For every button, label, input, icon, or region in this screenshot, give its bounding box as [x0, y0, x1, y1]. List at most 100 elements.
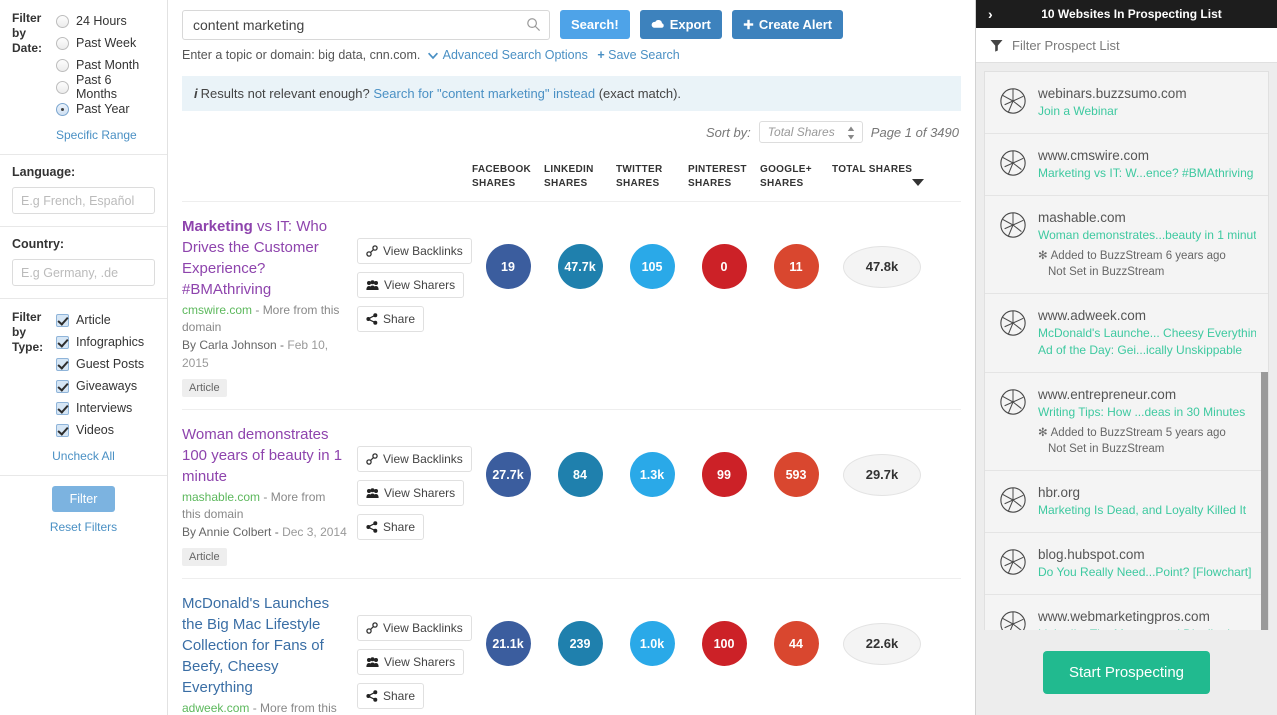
info-icon: i	[194, 86, 198, 101]
prospect-list-item[interactable]: www.cmswire.com Marketing vs IT: W...ence…	[985, 134, 1268, 196]
prospect-list-item[interactable]: blog.hubspot.com Do You Really Need...Poi…	[985, 533, 1268, 595]
prospect-buzzstream-note: ✻ Added to BuzzStream 6 years ago Not Set …	[1038, 248, 1256, 280]
type-checkbox-label: Article	[76, 313, 111, 327]
table-row: Marketing vs IT: Who Drives the Customer…	[182, 202, 961, 410]
search-button[interactable]: Search!	[560, 10, 630, 39]
column-header-facebook-shares[interactable]: FACEBOOK SHARES	[472, 163, 544, 191]
prospect-list-item[interactable]: webinars.buzzsumo.com Join a Webinar	[985, 72, 1268, 134]
date-radio-24-hours[interactable]: 24 Hours	[56, 10, 155, 32]
result-domain-row: cmswire.com - More from this domain	[182, 302, 347, 336]
share-button[interactable]: Share	[357, 306, 425, 332]
result-title-link[interactable]: McDonald's Launches the Big Mac Lifestyl…	[182, 593, 347, 698]
start-prospecting-button[interactable]: Start Prospecting	[1042, 651, 1211, 694]
advanced-search-options-link[interactable]: Advanced Search Options	[442, 48, 588, 62]
column-header-label: LINKEDIN SHARES	[544, 164, 594, 189]
result-info: McDonald's Launches the Big Mac Lifestyl…	[182, 593, 357, 715]
prospect-list-item[interactable]: www.entrepreneur.com Writing Tips: How ..…	[985, 373, 1268, 471]
result-title-link[interactable]: Woman demonstrates 100 years of beauty i…	[182, 424, 347, 487]
view-backlinks-label: View Backlinks	[383, 621, 463, 635]
prospect-list-item[interactable]: www.webmarketingpros.com LinkedIn: The Mo…	[985, 595, 1268, 630]
prospect-list-item[interactable]: www.adweek.com McDonald's Launche... Chee…	[985, 294, 1268, 373]
globe-icon	[1000, 212, 1026, 238]
specific-range-link[interactable]: Specific Range	[56, 128, 137, 142]
result-domain-row: mashable.com - More from this domain	[182, 489, 347, 523]
result-domain-link[interactable]: cmswire.com	[182, 303, 253, 317]
view-sharers-button[interactable]: View Sharers	[357, 272, 465, 298]
date-radio-past-month[interactable]: Past Month	[56, 54, 155, 76]
users-icon	[366, 656, 379, 667]
apply-filter-button[interactable]: Filter	[51, 486, 116, 512]
view-backlinks-label: View Backlinks	[383, 452, 463, 466]
column-header-linkedin-shares[interactable]: LINKEDIN SHARES	[544, 163, 616, 191]
type-checkbox-infographics[interactable]: Infographics	[56, 331, 155, 353]
save-search-link[interactable]: Save Search	[608, 48, 680, 62]
total-shares-cell: 29.7k	[832, 453, 932, 496]
view-sharers-button[interactable]: View Sharers	[357, 480, 465, 506]
view-sharers-label: View Sharers	[384, 278, 456, 292]
checkbox-icon	[56, 423, 69, 437]
prospect-note-text: Added to BuzzStream 6 years ago	[1050, 250, 1226, 262]
result-domain-link[interactable]: adweek.com	[182, 701, 250, 715]
exact-match-search-link[interactable]: Search for "content marketing" instead	[373, 86, 596, 101]
radio-icon	[56, 36, 69, 50]
search-hint-text: Enter a topic or domain: big data, cnn.c…	[182, 48, 421, 62]
column-header-google-shares[interactable]: GOOGLE+ SHARES	[760, 163, 832, 191]
globe-icon	[1000, 549, 1026, 575]
reset-filters-link[interactable]: Reset Filters	[49, 520, 118, 534]
type-checkbox-article[interactable]: Article	[56, 309, 155, 331]
prospect-domain: www.entrepreneur.com	[1038, 387, 1177, 402]
result-title-link[interactable]: Marketing vs IT: Who Drives the Customer…	[182, 216, 347, 300]
view-backlinks-button[interactable]: View Backlinks	[357, 446, 472, 472]
table-row: Woman demonstrates 100 years of beauty i…	[182, 410, 961, 579]
filters-sidebar: Filter by Date: 24 Hours Past Week Past Mo…	[0, 0, 168, 715]
prospect-list-item[interactable]: hbr.org Marketing Is Dead, and Loyalty Ki…	[985, 471, 1268, 533]
link-icon	[366, 245, 378, 257]
column-header-pinterest-shares[interactable]: PINTEREST SHARES	[688, 163, 760, 191]
language-input[interactable]	[12, 187, 155, 214]
prospect-list-scrollbar[interactable]	[1261, 372, 1268, 630]
chevron-right-icon[interactable]: ›	[988, 6, 993, 22]
date-filter-section: Filter by Date: 24 Hours Past Week Past Mo…	[0, 0, 167, 155]
funnel-icon	[990, 39, 1003, 52]
sort-select[interactable]: Total Shares	[758, 121, 863, 143]
type-checkbox-label: Interviews	[76, 401, 133, 415]
type-checkbox-giveaways[interactable]: Giveaways	[56, 375, 155, 397]
prospect-items-list[interactable]: webinars.buzzsumo.com Join a Webinar www.c…	[984, 71, 1269, 630]
type-checkbox-guest-posts[interactable]: Guest Posts	[56, 353, 155, 375]
column-header-total-shares[interactable]: TOTAL SHARES	[832, 163, 932, 186]
type-checkbox-videos[interactable]: Videos	[56, 419, 155, 441]
uncheck-all-link[interactable]: Uncheck All	[52, 449, 115, 463]
result-domain-link[interactable]: mashable.com	[182, 490, 261, 504]
export-button[interactable]: Export	[639, 10, 722, 39]
chevron-down-icon[interactable]	[427, 52, 438, 60]
filter-prospect-list-button[interactable]: Filter Prospect List	[976, 28, 1277, 63]
share-button[interactable]: Share	[357, 683, 425, 709]
date-radio-past-year[interactable]: Past Year	[56, 98, 155, 120]
result-actions: View Backlinks View Sharers Share	[357, 424, 472, 548]
search-field-wrapper	[182, 10, 550, 40]
total-shares-cell: 22.6k	[832, 622, 932, 665]
result-title-highlight: Marketing	[182, 218, 253, 235]
share-button[interactable]: Share	[357, 514, 425, 540]
create-alert-button[interactable]: Create Alert	[731, 10, 844, 39]
date-radio-past-week[interactable]: Past Week	[56, 32, 155, 54]
column-header-label: TWITTER SHARES	[616, 164, 663, 189]
date-radio-past-6-months[interactable]: Past 6 Months	[56, 73, 155, 101]
country-label: Country:	[12, 237, 65, 251]
view-sharers-button[interactable]: View Sharers	[357, 649, 465, 675]
result-date: Feb 10, 2015	[182, 338, 329, 370]
checkbox-icon	[56, 335, 69, 349]
language-label: Language:	[12, 165, 76, 179]
prospect-item-body: hbr.org Marketing Is Dead, and Loyalty Ki…	[1038, 484, 1256, 519]
globe-icon	[1000, 310, 1026, 336]
result-title-text: McDonald's Launches the Big Mac Lifestyl…	[182, 595, 330, 696]
prospect-item-body: www.entrepreneur.com Writing Tips: How ..…	[1038, 386, 1256, 457]
country-input[interactable]	[12, 259, 155, 286]
view-backlinks-button[interactable]: View Backlinks	[357, 238, 472, 264]
column-header-twitter-shares[interactable]: TWITTER SHARES	[616, 163, 688, 191]
type-checkbox-group: Article Infographics Guest Posts Giveaways I…	[56, 309, 155, 441]
search-input[interactable]	[182, 10, 550, 40]
prospect-list-item[interactable]: mashable.com Woman demonstrates...beauty …	[985, 196, 1268, 294]
type-checkbox-interviews[interactable]: Interviews	[56, 397, 155, 419]
view-backlinks-button[interactable]: View Backlinks	[357, 615, 472, 641]
